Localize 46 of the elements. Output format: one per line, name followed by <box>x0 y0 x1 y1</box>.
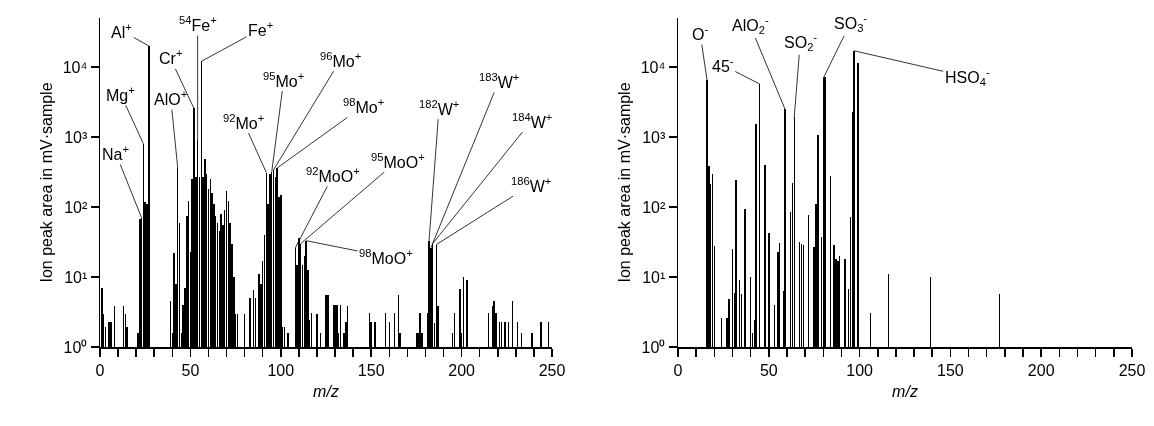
annotation: $^{95}$Mo$^{+}$ <box>263 70 305 90</box>
y-tick-label: 10¹ <box>64 268 88 286</box>
y-tick-label: 10⁴ <box>62 58 88 76</box>
x-axis-title: m/z <box>313 383 339 401</box>
y-tick-label: 10⁰ <box>641 338 666 356</box>
annotation: $^{183}$W$^{+}$ <box>479 71 520 91</box>
y-tick-label: 10³ <box>642 128 666 146</box>
annotation: O$^{-}$ <box>692 23 709 43</box>
x-axis-title: m/z <box>892 383 918 401</box>
annotation: $^{54}$Fe$^{+}$ <box>179 14 217 34</box>
x-tick-label: 100 <box>846 361 874 379</box>
y-tick-label: 10⁴ <box>640 58 666 76</box>
x-tick-label: 250 <box>1118 361 1146 379</box>
annotation: Fe$^{+}$ <box>248 19 274 39</box>
x-tick-label: 100 <box>267 361 295 379</box>
y-axis-title: Ion peak area in mV·sample <box>615 82 633 283</box>
annotation: $^{92}$Mo$^{+}$ <box>223 112 265 132</box>
annotation: $^{96}$Mo$^{+}$ <box>320 50 362 70</box>
annotation: $^{98}$Mo$^{+}$ <box>343 96 385 116</box>
annotation: $^{184}$W$^{+}$ <box>512 111 553 131</box>
y-tick-label: 10³ <box>64 128 88 146</box>
x-tick-label: 200 <box>448 361 476 379</box>
annotation: $^{186}$W$^{+}$ <box>511 175 552 195</box>
y-tick-label: 10² <box>642 198 666 216</box>
annotation: $^{92}$MoO$^{+}$ <box>306 165 360 185</box>
annotation: Mg$^{+}$ <box>106 84 135 104</box>
x-tick-label: 0 <box>673 361 683 379</box>
y-axis-title: Ion peak area in mV·sample <box>37 82 55 283</box>
y-tick-label: 10¹ <box>642 268 666 286</box>
x-tick-label: 150 <box>357 361 385 379</box>
annotation: 45$^{-}$ <box>712 55 734 75</box>
annotation: $^{98}$MoO$^{+}$ <box>359 247 413 267</box>
annotation: Na$^{+}$ <box>102 143 129 163</box>
x-tick-label: 150 <box>937 361 964 379</box>
annotation: $^{182}$W$^{+}$ <box>419 98 460 118</box>
y-tick-label: 10² <box>64 198 88 216</box>
x-tick-label: 50 <box>181 361 200 379</box>
x-tick-label: 0 <box>95 361 105 379</box>
x-tick-label: 250 <box>538 361 566 379</box>
annotation: Cr$^{+}$ <box>159 47 183 67</box>
annotation: $^{95}$MoO$^{+}$ <box>371 151 425 171</box>
x-tick-label: 200 <box>1027 361 1055 379</box>
annotation: Al$^{+}$ <box>111 21 132 41</box>
annotation: AlO$^{+}$ <box>154 88 188 108</box>
y-tick-label: 10⁰ <box>63 338 88 356</box>
x-tick-label: 50 <box>759 361 778 379</box>
